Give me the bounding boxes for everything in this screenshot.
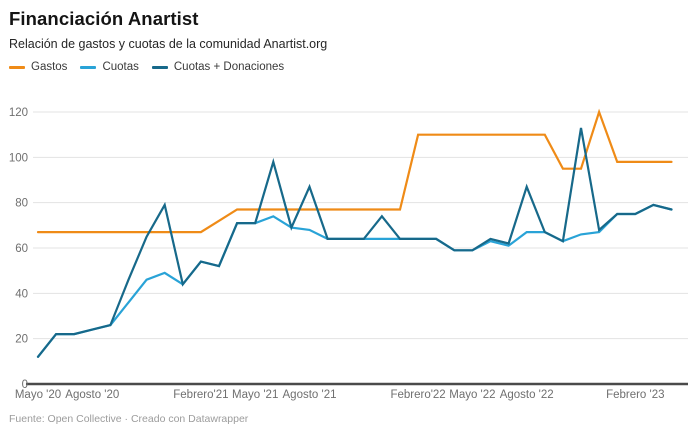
x-tick-label: Agosto '20: [65, 389, 119, 401]
legend-item-cuotas-donaciones: Cuotas + Donaciones: [151, 61, 285, 73]
x-tick-label: Febrero'22: [390, 389, 445, 401]
y-tick-label: 100: [9, 152, 28, 164]
x-tick-label: Febrero'21: [173, 389, 228, 401]
series-line-gastos: [36, 108, 673, 234]
legend-label: Gastos: [31, 61, 68, 73]
legend-item-cuotas: Cuotas: [80, 61, 139, 73]
page-title: Financiación Anartist: [9, 8, 199, 29]
source-attribution: Fuente: Open Collective · Creado con Dat…: [9, 413, 249, 425]
series-line-cuotas: [36, 203, 673, 358]
x-tick-label: Mayo '21: [232, 389, 278, 401]
legend-item-gastos: Gastos: [9, 61, 67, 73]
page-subtitle: Relación de gastos y cuotas de la comuni…: [9, 37, 328, 51]
y-tick-label: 80: [15, 198, 28, 210]
y-tick-label: 20: [15, 334, 28, 346]
y-tick-label: 0: [22, 379, 28, 391]
legend-swatch-cuotas-donaciones: [151, 65, 168, 69]
series-line-cuotas-donaciones: [36, 127, 673, 358]
y-tick-label: 120: [9, 107, 28, 119]
x-tick-label: Febrero '23: [606, 389, 664, 401]
legend-swatch-gastos: [9, 65, 25, 69]
legend-label: Cuotas + Donaciones: [173, 61, 285, 73]
x-tick-label: Mayo '20: [15, 389, 61, 401]
x-tick-label: Agosto '21: [283, 389, 337, 401]
y-tick-label: 40: [15, 288, 28, 300]
legend-swatch-cuotas: [80, 65, 97, 69]
y-tick-label: 60: [15, 243, 28, 255]
x-tick-label: Mayo '22: [449, 389, 495, 401]
x-tick-label: Agosto '22: [500, 389, 554, 401]
legend-label: Cuotas: [102, 61, 139, 73]
chart-legend: Gastos Cuotas Cuotas + Donaciones: [9, 61, 284, 73]
